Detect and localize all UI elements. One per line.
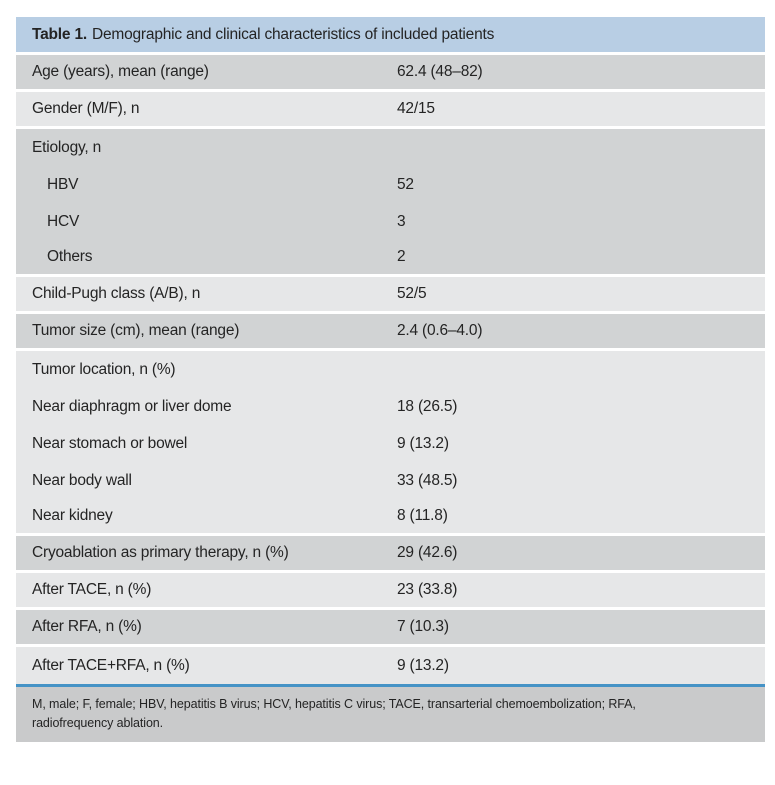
- row-near-kidney: Near kidney 8 (11.8): [16, 499, 765, 536]
- row-after-tace-rfa: After TACE+RFA, n (%) 9 (13.2): [16, 647, 765, 684]
- row-value: 9 (13.2): [397, 656, 449, 674]
- footnote-line-2: radiofrequency ablation.: [32, 715, 164, 730]
- row-value: 2.4 (0.6–4.0): [397, 322, 483, 339]
- row-others: Others 2: [16, 240, 765, 277]
- row-value: 8 (11.8): [397, 507, 448, 524]
- row-label: Others: [47, 248, 93, 265]
- row-value: 62.4 (48–82): [397, 63, 483, 80]
- row-near-body-wall: Near body wall 33 (48.5): [16, 462, 765, 499]
- footnote-line-1: M, male; F, female; HBV, hepatitis B vir…: [32, 697, 636, 711]
- row-label: Child-Pugh class (A/B), n: [32, 285, 201, 302]
- row-label: HCV: [47, 212, 80, 230]
- row-label: Near stomach or bowel: [32, 434, 188, 452]
- row-cryoablation: Cryoablation as primary therapy, n (%) 2…: [16, 536, 765, 573]
- row-tumor-size: Tumor size (cm), mean (range) 2.4 (0.6–4…: [16, 314, 765, 351]
- row-age: Age (years), mean (range) 62.4 (48–82): [16, 55, 765, 92]
- row-label: Near body wall: [32, 471, 132, 489]
- row-label: After RFA, n (%): [32, 618, 142, 635]
- row-label: Near diaphragm or liver dome: [32, 397, 232, 415]
- table-number: Table 1.: [32, 25, 87, 43]
- row-label: Gender (M/F), n: [32, 100, 140, 117]
- row-label: HBV: [47, 175, 79, 193]
- row-label: Etiology, n: [32, 138, 102, 156]
- table-1: Table 1. Demographic and clinical charac…: [16, 17, 765, 742]
- row-label: Age (years), mean (range): [32, 63, 209, 80]
- row-hbv: HBV 52: [16, 166, 765, 203]
- row-value: 29 (42.6): [397, 544, 458, 561]
- row-near-stomach: Near stomach or bowel 9 (13.2): [16, 425, 765, 462]
- row-value: 42/15: [397, 100, 435, 117]
- row-near-diaphragm: Near diaphragm or liver dome 18 (26.5): [16, 388, 765, 425]
- row-etiology: Etiology, n: [16, 129, 765, 166]
- row-value: 52/5: [397, 285, 427, 302]
- row-value: 7 (10.3): [397, 618, 449, 635]
- row-value: 23 (33.8): [397, 581, 458, 598]
- row-value: 52: [397, 175, 414, 193]
- row-child-pugh: Child-Pugh class (A/B), n 52/5: [16, 277, 765, 314]
- row-tumor-location: Tumor location, n (%): [16, 351, 765, 388]
- row-label: Cryoablation as primary therapy, n (%): [32, 544, 289, 561]
- row-value: 18 (26.5): [397, 397, 458, 415]
- row-after-tace: After TACE, n (%) 23 (33.8): [16, 573, 765, 610]
- row-value: 3: [397, 212, 406, 230]
- row-label: Near kidney: [32, 507, 113, 524]
- row-gender: Gender (M/F), n 42/15: [16, 92, 765, 129]
- table-footnote: M, male; F, female; HBV, hepatitis B vir…: [16, 684, 765, 742]
- row-label: Tumor location, n (%): [32, 360, 176, 378]
- row-value: 9 (13.2): [397, 434, 449, 452]
- table-title: Demographic and clinical characteristics…: [91, 25, 495, 43]
- row-label: Tumor size (cm), mean (range): [32, 322, 240, 339]
- table-header: Table 1. Demographic and clinical charac…: [16, 17, 765, 55]
- row-after-rfa: After RFA, n (%) 7 (10.3): [16, 610, 765, 647]
- row-value: 33 (48.5): [397, 471, 458, 489]
- row-label: After TACE+RFA, n (%): [32, 656, 190, 674]
- row-label: After TACE, n (%): [32, 581, 152, 598]
- row-value: 2: [397, 248, 406, 265]
- row-hcv: HCV 3: [16, 203, 765, 240]
